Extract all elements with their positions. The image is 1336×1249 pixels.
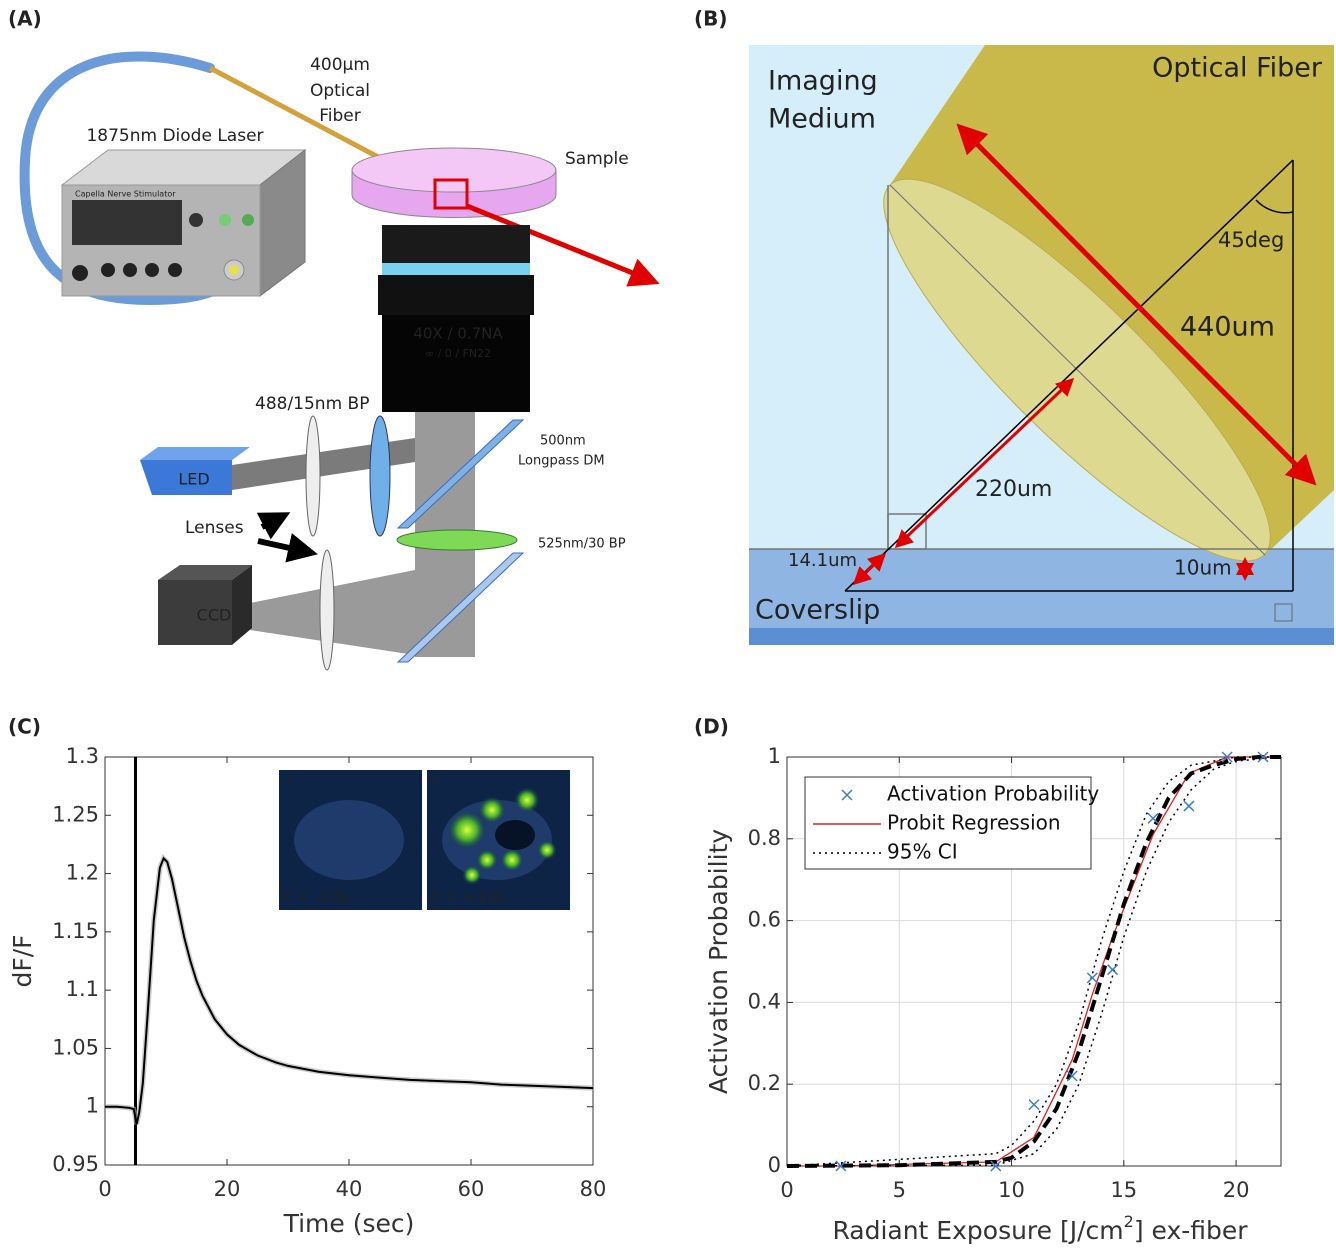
- figure: (A) (B) (C) (D) Capella Nerve Stimulator…: [0, 0, 1336, 1249]
- inset-dark: [495, 820, 535, 850]
- inset-number: 1: [285, 774, 293, 788]
- setup-diagram: Capella Nerve Stimulator 40X / 0.7NA ∞ /…: [25, 55, 655, 670]
- sample-label: Sample: [565, 149, 629, 169]
- laser-label: 1875nm Diode Laser: [86, 126, 263, 146]
- objective-label: ∞ / 0 / FN22: [425, 347, 491, 360]
- inset-number: 2: [433, 774, 441, 788]
- diameter-label: 440um: [1180, 312, 1275, 343]
- y-tick-label: 1.25: [52, 802, 99, 826]
- inset-caption: t = +10s: [433, 888, 505, 907]
- medium-label: Imaging: [768, 66, 878, 97]
- geometry-diagram: Imaging Medium Optical Fiber 45deg 440um…: [749, 45, 1334, 645]
- legend-label: Activation Probability: [887, 782, 1099, 806]
- inset-caption: t = -10s: [285, 888, 349, 907]
- ccd-label: CCD: [197, 606, 232, 625]
- inset-cell: [514, 787, 540, 813]
- fiber-label: Optical Fiber: [1152, 53, 1323, 84]
- x-axis-label: Radiant Exposure [J/cm2] ex-fiber: [832, 1212, 1248, 1246]
- inset-cell: [462, 865, 482, 885]
- x-axis-label-part: Radiant Exposure [J/cm: [832, 1216, 1123, 1245]
- legend-label: Probit Regression: [887, 811, 1061, 835]
- fiber-label: Optical: [310, 81, 370, 101]
- y-tick-label: 0.8: [748, 826, 781, 850]
- dichroic-label: Longpass DM: [518, 454, 605, 469]
- y-axis-label: dF/F: [8, 934, 37, 987]
- x-tick-label: 10: [998, 1178, 1025, 1202]
- coverslip-label: Coverslip: [755, 595, 880, 626]
- panel-label: (C): [8, 715, 41, 739]
- x-tick-label: 15: [1110, 1178, 1137, 1202]
- x-axis-label-part: 2: [1124, 1212, 1134, 1231]
- fiber-label: 400µm: [310, 55, 370, 75]
- x-tick-label: 20: [214, 1177, 241, 1201]
- lenses-label: Lenses: [185, 518, 244, 538]
- x-tick-label: 0: [98, 1177, 111, 1201]
- y-tick-label: 0.4: [748, 989, 781, 1013]
- inset-cell: [478, 796, 506, 824]
- x-tick-label: 5: [893, 1178, 906, 1202]
- offset-label: 14.1um: [788, 550, 857, 571]
- legend-label: 95% CI: [887, 840, 958, 864]
- led-label: LED: [178, 470, 209, 489]
- y-tick-label: 1.1: [66, 977, 99, 1001]
- angle-label: 45deg: [1218, 228, 1284, 252]
- x-tick-label: 40: [336, 1177, 363, 1201]
- medium-label: Medium: [768, 104, 876, 135]
- y-tick-label: 1.3: [66, 744, 99, 768]
- gap-label: 10um: [1174, 556, 1232, 580]
- filter-label: 488/15nm BP: [255, 394, 369, 414]
- x-axis-label: Time (sec): [283, 1209, 415, 1238]
- device-label: Capella Nerve Stimulator: [75, 190, 176, 199]
- inset-cell: [500, 848, 524, 872]
- inset-cell: [537, 840, 557, 860]
- panel-label: (D): [694, 715, 729, 739]
- fiber-label: Fiber: [319, 106, 361, 126]
- y-tick-label: 1: [86, 1094, 99, 1118]
- x-tick-label: 60: [458, 1177, 485, 1201]
- x-axis-label-part: ] ex-fiber: [1134, 1216, 1248, 1245]
- y-tick-label: 0.95: [52, 1152, 99, 1176]
- y-tick-label: 1.2: [66, 861, 99, 885]
- x-tick-label: 80: [580, 1177, 607, 1201]
- y-tick-label: 1.15: [52, 919, 99, 943]
- radius-label: 220um: [975, 477, 1052, 502]
- panel-label: (A): [8, 7, 42, 31]
- x-tick-label: 20: [1223, 1178, 1250, 1202]
- dichroic-label: 500nm: [540, 434, 586, 449]
- x-tick-label: 0: [780, 1178, 793, 1202]
- panel-label: (B): [694, 7, 728, 31]
- y-tick-label: 0.6: [748, 908, 781, 932]
- inset-cell: [476, 849, 498, 871]
- y-tick-label: 0.2: [748, 1071, 781, 1095]
- y-tick-label: 1: [768, 744, 781, 768]
- inset-texture: [294, 800, 404, 880]
- emission-label: 525nm/30 BP: [538, 537, 626, 552]
- objective-label: 40X / 0.7NA: [413, 325, 503, 343]
- y-tick-label: 0: [768, 1153, 781, 1177]
- y-tick-label: 1.05: [52, 1035, 99, 1059]
- y-axis-label: Activation Probability: [704, 829, 733, 1094]
